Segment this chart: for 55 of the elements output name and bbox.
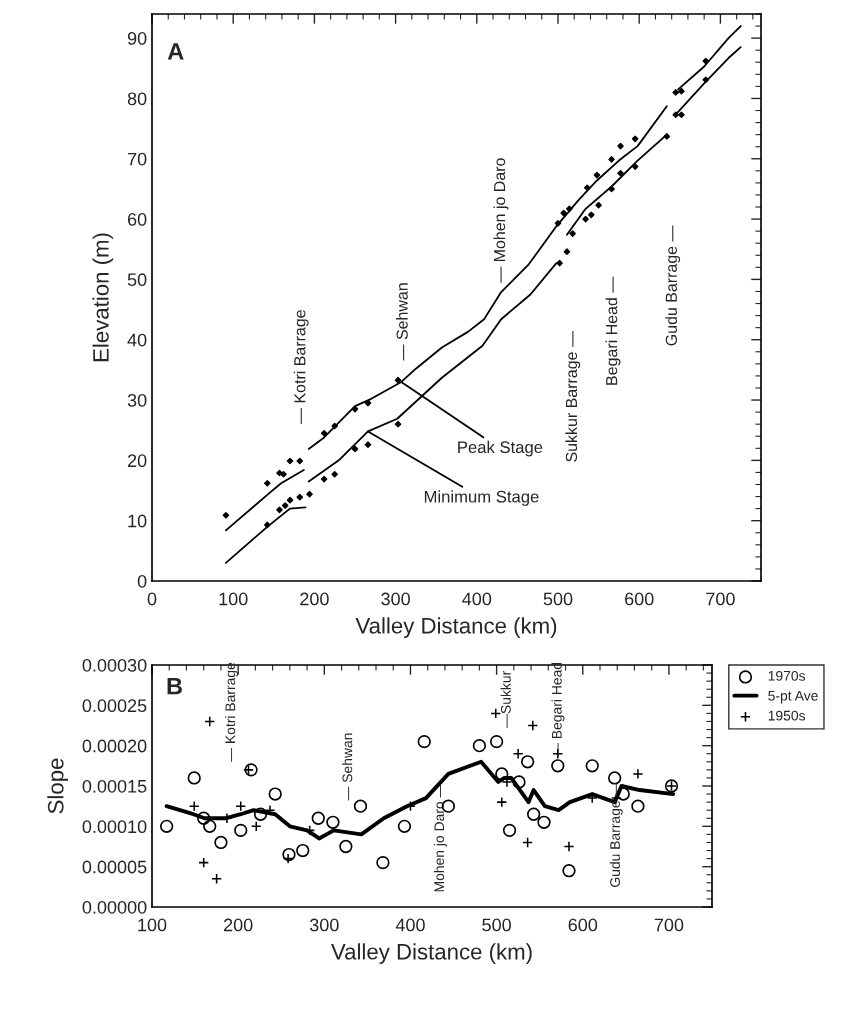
annotation: B — [167, 677, 182, 695]
legend-label: 1950s — [768, 710, 806, 721]
x-tick-label: 700 — [654, 918, 684, 932]
legend-label: 5-pt Ave — [768, 690, 818, 704]
y-tick-label: 80 — [127, 92, 147, 106]
annotation: Gudu Barrage — — [609, 782, 623, 887]
annotation: Peak Stage — [458, 440, 543, 457]
x-tick-label: 500 — [482, 918, 511, 932]
y-tick-label: 0.00000 — [82, 900, 147, 914]
x-tick-label: 200 — [300, 592, 329, 606]
y-axis-title: Slope — [47, 758, 68, 814]
x-tick-label: 100 — [138, 918, 167, 932]
y-tick-label: 50 — [127, 273, 147, 287]
annotation: Begari Head — — [605, 276, 621, 385]
y-tick-label: 10 — [128, 514, 147, 528]
y-tick-label: 20 — [127, 454, 147, 468]
x-tick-label: 300 — [381, 592, 410, 606]
y-tick-label: 0.00015 — [82, 779, 147, 793]
y-tick-label: 0.00010 — [82, 820, 147, 834]
x-tick-label: 400 — [395, 918, 425, 932]
y-tick-label: 60 — [127, 213, 147, 226]
annotation: Minimum Stage — [424, 490, 539, 506]
annotation: A — [167, 43, 184, 60]
x-tick-label: 200 — [224, 918, 253, 932]
annotation: Gudu Barrage — — [665, 225, 681, 346]
y-tick-label: 90 — [127, 32, 147, 45]
y-tick-label: 0.00030 — [82, 658, 147, 672]
annotation: — Sehwan — [342, 733, 353, 801]
x-axis-title: Valley Distance (km) — [355, 617, 557, 638]
y-tick-label: 40 — [127, 333, 147, 347]
annotation: —Sukkur — [500, 671, 511, 728]
y-tick-label: 30 — [127, 393, 147, 407]
annotation: — Sehwan — [396, 283, 408, 361]
annotation: Sukkur Barrage — — [565, 331, 581, 462]
y-tick-label: 0.00005 — [82, 860, 147, 874]
x-tick-label: 0 — [147, 592, 157, 606]
x-tick-label: 600 — [625, 592, 654, 606]
x-tick-label: 100 — [219, 592, 248, 606]
y-tick-label: 70 — [127, 152, 147, 166]
annotation: Mohen jo Daro — — [433, 783, 447, 892]
y-axis-title: Elevation (m) — [92, 233, 114, 362]
annotation: — Kotri Barrage — [225, 662, 238, 762]
x-tick-label: 400 — [462, 592, 492, 606]
y-tick-label: 0.00025 — [82, 699, 147, 713]
y-tick-label: 0.00020 — [82, 739, 147, 753]
annotation: — Mohen jo Daro — [493, 158, 509, 283]
legend-label: 1970s — [768, 670, 806, 681]
x-tick-label: 600 — [568, 918, 598, 932]
annotation: — Kotri Barrage — [293, 310, 309, 424]
annotation: — Begari Head — [551, 662, 565, 757]
y-tick-label: 0 — [137, 574, 147, 588]
x-axis-title: Valley Distance (km) — [331, 943, 532, 964]
x-tick-label: 700 — [706, 592, 735, 606]
x-tick-label: 300 — [309, 918, 339, 932]
x-tick-label: 500 — [543, 592, 573, 606]
